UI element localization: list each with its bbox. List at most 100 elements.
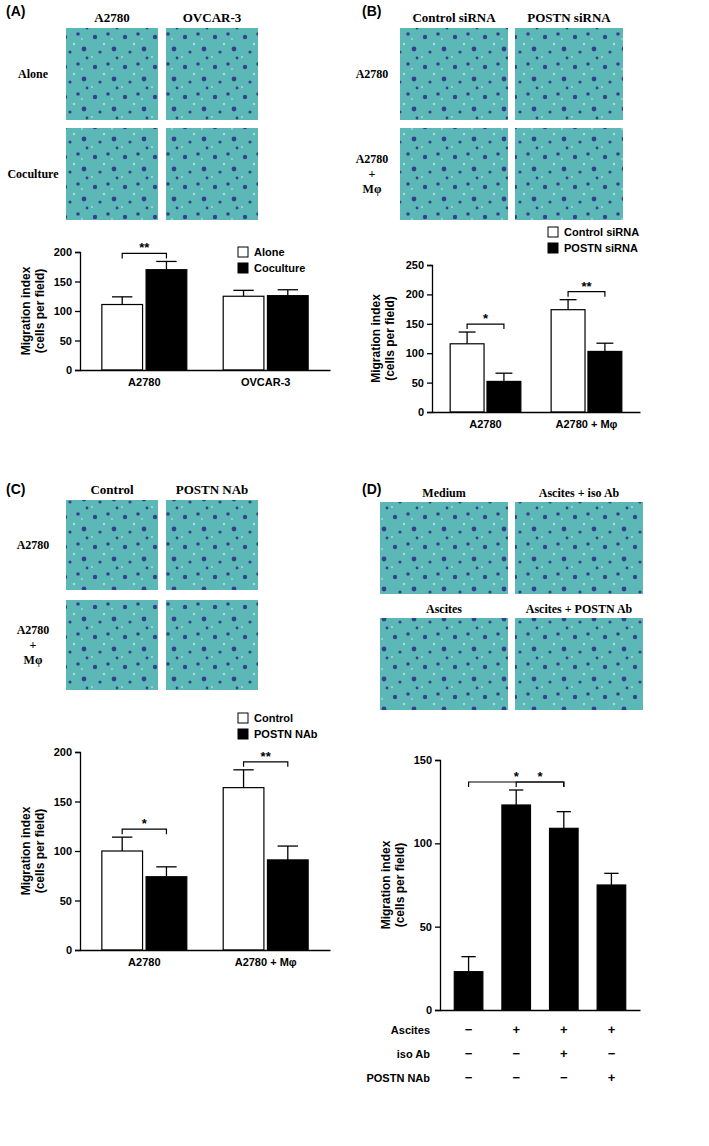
error-bar-stem xyxy=(287,290,288,296)
y-tick-mark xyxy=(75,752,80,753)
error-bar-stem xyxy=(604,343,605,351)
panel-label: (C) xyxy=(6,481,25,497)
x-tick-label: A2780 xyxy=(128,376,160,388)
error-bar xyxy=(604,873,618,885)
row-label: Mφ xyxy=(363,182,382,196)
condition-label: Ascites xyxy=(391,1024,430,1036)
y-axis-title: (cells per field) xyxy=(33,809,47,894)
y-tick: 50 xyxy=(412,377,432,389)
error-bar xyxy=(156,867,176,877)
significance-label: * xyxy=(483,311,489,326)
x-tick: A2780 xyxy=(128,950,160,968)
micrograph xyxy=(66,500,158,590)
micrograph xyxy=(66,128,158,220)
x-tick: A2780 + Mφ xyxy=(555,412,617,430)
row-label: A2780 xyxy=(17,538,50,552)
axis-line xyxy=(75,753,81,951)
error-bar-stem xyxy=(611,873,612,885)
bar xyxy=(102,851,143,950)
y-tick-label: 50 xyxy=(412,377,424,389)
plot-marks xyxy=(102,261,308,370)
bar xyxy=(551,310,585,412)
row-label: A2780 xyxy=(17,623,50,637)
error-bar xyxy=(112,837,132,851)
error-bar xyxy=(112,297,132,305)
micrograph xyxy=(515,502,643,594)
error-bar-cap xyxy=(278,845,298,846)
y-axis-title: (cells per field) xyxy=(393,843,407,928)
x-tick: A2780 xyxy=(128,370,160,388)
y-axis-title: (cells per field) xyxy=(33,269,47,354)
condition-label: POSTN NAb xyxy=(366,1072,430,1084)
y-tick-mark xyxy=(75,801,80,802)
error-bar-cap xyxy=(278,289,298,290)
y-tick-mark xyxy=(427,294,432,295)
y-tick: 200 xyxy=(406,288,432,300)
micrograph xyxy=(400,128,508,220)
error-bar-stem xyxy=(503,373,504,381)
y-tick: 200 xyxy=(54,746,80,758)
significance-bracket xyxy=(469,782,564,787)
error-bar xyxy=(461,957,475,972)
error-bar-cap xyxy=(233,769,253,770)
error-bar xyxy=(560,300,577,310)
y-tick-mark xyxy=(75,851,80,852)
condition-sign: + xyxy=(560,1022,568,1037)
x-tick-label: A2780 xyxy=(128,956,160,968)
y-tick-label: 100 xyxy=(406,347,424,359)
error-bar-stem xyxy=(243,770,244,788)
x-tick-label: A2780 + Mφ xyxy=(235,956,297,968)
y-tick-label: 0 xyxy=(66,364,72,376)
error-bar-cap xyxy=(233,290,253,291)
error-bar-cap xyxy=(560,299,577,300)
legend-label: Control siRNA xyxy=(564,226,639,238)
condition-sign: − xyxy=(465,1046,473,1061)
y-axis-title: (cells per field) xyxy=(383,296,397,381)
row-label: A2780 xyxy=(356,152,389,166)
column-header: POSTN siRNA xyxy=(527,10,611,25)
condition-sign: − xyxy=(608,1046,616,1061)
row-label: + xyxy=(369,167,376,181)
error-bar xyxy=(596,343,613,351)
axis-line xyxy=(435,761,441,1011)
legend: Control siRNAPOSTN siRNA xyxy=(548,226,639,254)
legend-label: Coculture xyxy=(254,262,305,274)
y-tick-label: 100 xyxy=(54,305,72,317)
condition-label: iso Ab xyxy=(397,1048,430,1060)
row-label: Alone xyxy=(18,67,49,81)
y-axis-title: Migration index xyxy=(369,294,383,383)
column-header: OVCAR-3 xyxy=(183,10,242,25)
y-tick-mark xyxy=(75,370,80,371)
error-bar-cap xyxy=(495,373,512,374)
bar xyxy=(267,296,308,370)
y-tick-label: 50 xyxy=(60,335,72,347)
y-tick: 250 xyxy=(406,259,432,271)
error-bar-stem xyxy=(563,812,564,829)
x-tick-label: A2780 xyxy=(469,418,501,430)
legend-swatch xyxy=(238,729,248,739)
bar xyxy=(550,828,579,1010)
panel: (B)Control siRNAPOSTN siRNAA2780A2780+Mφ… xyxy=(356,3,641,430)
y-tick: 0 xyxy=(426,1004,440,1016)
y-tick-label: 0 xyxy=(418,406,424,418)
significance-label: ** xyxy=(261,749,272,764)
y-axis: 050100150200250 xyxy=(406,259,433,418)
error-bar xyxy=(156,261,176,269)
error-bar-cap xyxy=(112,836,132,837)
y-tick: 50 xyxy=(420,921,440,933)
y-axis: 050100150200 xyxy=(54,746,81,956)
y-tick-label: 150 xyxy=(414,754,432,766)
error-bar-stem xyxy=(122,837,123,851)
condition-sign: − xyxy=(465,1022,473,1037)
error-bar xyxy=(278,846,298,860)
error-bar-stem xyxy=(567,300,568,310)
y-tick: 100 xyxy=(54,305,80,317)
error-bar-stem xyxy=(122,297,123,305)
y-axis-title: Migration index xyxy=(379,840,393,929)
y-tick-label: 250 xyxy=(406,259,424,271)
legend-label: Control xyxy=(254,712,293,724)
image-title: Medium xyxy=(422,486,465,500)
error-bar xyxy=(233,290,253,296)
legend-swatch xyxy=(238,713,248,723)
micrograph xyxy=(515,28,623,120)
